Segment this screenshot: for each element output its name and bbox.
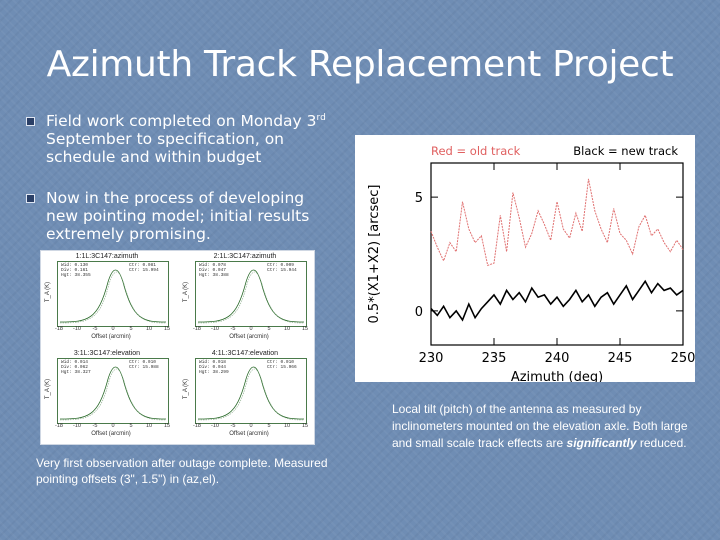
scan-x-tick: -18 <box>55 423 63 429</box>
scan-x-tick: 0 <box>111 423 115 429</box>
x-tick-label: 245 <box>608 351 633 366</box>
scan-x-tick: 10 <box>283 326 291 332</box>
x-tick-label: 235 <box>482 351 507 366</box>
scan-x-tick: 10 <box>145 326 153 332</box>
scan-x-tick: 15 <box>301 326 309 332</box>
scan-x-tick: 0 <box>249 326 253 332</box>
scan-panel-header: 3:1L:3C147:elevation <box>73 350 141 357</box>
scan-panel: 2:1L:3C147:azimuth Wid: 0.078 Div: 0.047 … <box>179 251 311 343</box>
scan-x-tick: 5 <box>267 423 271 429</box>
plot-frame <box>430 162 684 346</box>
scan-x-tick: 10 <box>145 423 153 429</box>
scan-x-tick: -5 <box>92 423 98 429</box>
series-line-old-track <box>430 178 684 267</box>
pointing-caption: Very first observation after outage comp… <box>36 456 328 486</box>
y-axis-label: 0.5*(X1+X2) [arcsec] <box>367 185 382 324</box>
bullet-text: Now in the process of developing new poi… <box>46 189 310 243</box>
scan-y-label: T_A (K) <box>183 281 190 303</box>
scan-x-tick: 15 <box>163 423 171 429</box>
y-tick-label: 0 <box>415 305 423 320</box>
scan-x-label: Offset (arcmin) <box>229 334 269 340</box>
scan-x-tick: 15 <box>163 326 171 332</box>
scan-x-tick: 5 <box>267 326 271 332</box>
scan-fit-center: Ctr: 0.081 Ctr: 15.994 <box>129 263 159 273</box>
scan-panel: 4:1L:3C147:elevation Wid: 0.018 Div: 0.04… <box>179 348 311 440</box>
scan-panel: 3:1L:3C147:elevation Wid: 0.014 Div: 0.06… <box>41 348 173 440</box>
scan-fit-stats: Wid: 0.018 Div: 0.044 Hgt: 38.299 <box>199 360 229 375</box>
series-line-new-track <box>430 279 684 322</box>
scan-fit-stats: Wid: 0.130 Div: 0.161 Hgt: 38.355 <box>61 263 91 278</box>
tilt-chart: 230 235 240 245 250 0 5 Red = old track Black = … <box>355 135 695 385</box>
scan-x-tick: -18 <box>55 326 63 332</box>
scan-x-tick: 5 <box>129 423 133 429</box>
scan-x-tick: 5 <box>129 326 133 332</box>
x-tick-label: 230 <box>419 351 444 366</box>
x-tick-label: 250 <box>671 351 695 366</box>
scan-x-tick: -5 <box>230 423 236 429</box>
scan-x-tick: 0 <box>111 326 115 332</box>
scan-panel-header: 4:1L:3C147:elevation <box>211 350 279 357</box>
tilt-caption: Local tilt (pitch) of the antenna as mea… <box>392 402 688 450</box>
scan-x-label: Offset (arcmin) <box>229 431 269 437</box>
scan-x-tick: -10 <box>73 423 81 429</box>
scan-x-label: Offset (arcmin) <box>91 334 131 340</box>
scan-panel: 1:1L:3C147:azimuth Wid: 0.130 Div: 0.161 … <box>41 251 173 343</box>
scan-fit-center: Ctr: 0.010 Ctr: 15.966 <box>267 360 297 370</box>
scan-curve <box>59 366 167 421</box>
scan-x-tick: 10 <box>283 423 291 429</box>
scan-x-tick: -10 <box>73 326 81 332</box>
scan-x-tick: -18 <box>193 423 201 429</box>
x-tick-label: 240 <box>545 351 570 366</box>
legend-black: Black = new track <box>573 144 678 158</box>
scan-x-label: Offset (arcmin) <box>91 431 131 437</box>
scan-plot-area <box>195 261 307 327</box>
bullet-square-icon <box>26 194 35 203</box>
scan-plot-area <box>57 261 169 327</box>
scan-curve <box>197 269 305 324</box>
scan-panel-header: 2:1L:3C147:azimuth <box>213 253 277 260</box>
scan-y-label: T_A (K) <box>45 281 52 303</box>
pointing-scan-panels: 1:1L:3C147:azimuth Wid: 0.130 Div: 0.161 … <box>40 250 315 445</box>
legend-red: Red = old track <box>431 144 521 158</box>
scan-fit-center: Ctr: 0.010 Ctr: 15.988 <box>129 360 159 370</box>
bullet-square-icon <box>26 117 35 126</box>
scan-fit-stats: Wid: 0.078 Div: 0.047 Hgt: 38.388 <box>199 263 229 278</box>
scan-x-tick: -18 <box>193 326 201 332</box>
scan-x-tick: 15 <box>301 423 309 429</box>
bullet-text: Field work completed on Monday 3rd Septe… <box>46 112 326 166</box>
scan-y-label: T_A (K) <box>45 378 52 400</box>
scan-panel-header: 1:1L:3C147:azimuth <box>75 253 139 260</box>
tilt-chart-svg: 230 235 240 245 250 0 5 Red = old track Black = … <box>367 144 695 385</box>
scan-x-tick: -10 <box>211 326 219 332</box>
x-axis-label: Azimuth (deg) <box>511 370 603 382</box>
scan-fit-center: Ctr: 0.009 Ctr: 15.944 <box>267 263 297 273</box>
scan-y-label: T_A (K) <box>183 378 190 400</box>
scan-x-tick: -5 <box>92 326 98 332</box>
scan-x-tick: -5 <box>230 326 236 332</box>
y-tick-label: 5 <box>415 191 423 206</box>
scan-plot-area <box>57 358 169 424</box>
scan-fit-stats: Wid: 0.014 Div: 0.062 Hgt: 38.327 <box>61 360 91 375</box>
scan-x-tick: 0 <box>249 423 253 429</box>
slide-title: Azimuth Track Replacement Project <box>46 44 674 85</box>
scan-curve <box>59 269 167 324</box>
scan-curve <box>197 366 305 421</box>
scan-x-tick: -10 <box>211 423 219 429</box>
scan-plot-area <box>195 358 307 424</box>
